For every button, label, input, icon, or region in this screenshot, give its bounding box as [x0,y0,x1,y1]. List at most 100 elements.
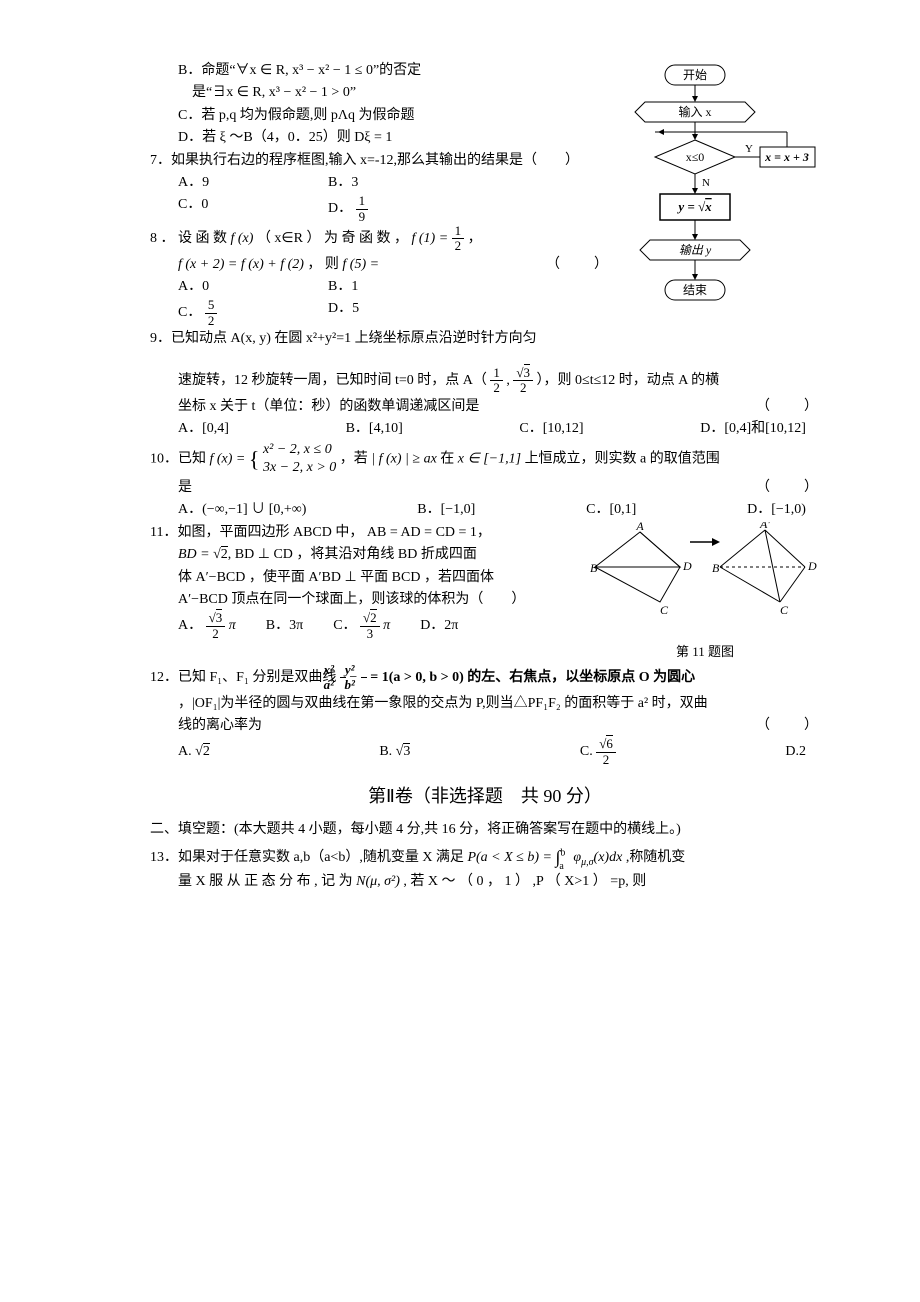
q12-line1-b: = 1(a > 0, b > 0) 的左、右焦点，以坐标原点 O 为圆心 [370,670,695,685]
q9-line2: 速旋转，12 秒旋转一周，已知时间 t=0 时，点 A（ 1 2 , √3 2 … [178,366,820,396]
q10-a: 10．已知 [150,451,206,466]
q7-optC: C．0 [178,194,268,224]
svg-text:B: B [712,561,720,575]
q11-fig-label: 第 11 题图 [590,642,820,663]
q11-line2: BD = √2, BD ⊥ CD ，将其沿对角线 BD 折成四面 [178,544,580,566]
q9-optC: C．[10,12] [519,418,583,440]
svg-text:D: D [682,559,692,573]
q12-line3-row: 线的离心率为 （ ） [178,715,820,737]
q8-optB: B．1 [328,276,418,298]
q10-c: | f (x) | ≥ ax [371,451,437,466]
q7-optD-frac: 1 9 [356,194,369,224]
q10-case2: 3x − 2, x > 0 [263,459,336,477]
q10-optA: A．(−∞,−1] ∪ [0,+∞) [178,499,306,521]
q12-optB-rad: 3 [403,743,410,759]
q12-options: A. √2 B. √3 C. √6 2 D.2 [178,737,806,767]
q8-comma: ， [468,231,482,246]
q8-optC-frac: 5 2 [205,298,218,328]
q10-line1: 10．已知 f (x) = { x² − 2, x ≤ 0 3x − 2, x … [150,441,820,477]
q11-optC-label: C． [333,618,356,633]
q7-optD: D． 1 9 [328,194,418,224]
q11-optA-rad: 3 [216,609,223,625]
q11-optC-frac: √2 3 [360,611,380,641]
q12-optC-den: 2 [596,753,616,767]
q11-optA-label: A． [178,618,202,633]
q10-e: x ∈ [−1,1] [458,451,521,466]
fc-yes: Y [745,143,753,155]
q10-case1: x² − 2, x ≤ 0 [263,441,336,459]
fc-no: N [702,177,710,189]
q11-sqrt2-rad: 2 [221,546,228,562]
section2-title: 第Ⅱ卷（非选择题 共 90 分） [150,782,820,811]
q7-options: A．9 B．3 C．0 D． 1 9 [178,172,610,224]
q13-prob: P(a < X ≤ b) = [467,850,552,865]
q13-line1-b: ,称随机变 [626,850,686,865]
q10-optD: D．[−1,0) [747,499,806,521]
q13-phi: φ [573,850,581,865]
q8-paren: （ ） [546,254,610,276]
q11-text: 11．如图，平面四边形 ABCD 中， AB = AD = CD = 1， BD… [150,522,580,641]
q9-line1: 9．已知动点 A(x, y) 在圆 x²+y²=1 上绕坐标原点沿逆时针方向匀 [150,328,610,350]
q8-f1-den: 2 [452,239,465,253]
q10-cases: x² − 2, x ≤ 0 3x − 2, x > 0 [263,441,336,477]
q6-optB-line2: 是“∃x ∈ R, x³ − x² − 1 > 0” [192,82,610,104]
q12-frac2: y² b² [361,663,367,693]
q12-line3: 线的离心率为 [178,715,262,737]
q9-line3: 坐标 x 关于 t（单位：秒）的函数单调递减区间是 [178,396,479,418]
q9-line2-b: ），则 0≤t≤12 时，动点 A 的横 [537,373,720,388]
q13-line1: 13．如果对于任意实数 a,b（a<b）,随机变量 X 满足 P(a < X ≤… [150,841,820,871]
q9-line3-row: 坐标 x 关于 t（单位：秒）的函数单调递减区间是 （ ） [178,396,820,418]
q12-line1: 12．已知 F₁、F₁ 分别是双曲线 x² a² − y² b² = 1(a >… [150,663,820,693]
q9-frac1: 1 2 [490,366,503,396]
svg-text:B: B [590,561,598,575]
q9-optB: B．[4,10] [346,418,403,440]
q11-svg: A B D C A′ B D C [590,522,820,632]
fc-output: 输出 y [679,243,712,257]
q8-line2: f (x + 2) = f (x) + f (2) ， 则 f (5) = （ … [178,254,610,276]
fc-update: x = x + 3 [764,150,809,164]
q13-line2-b: , 若 X ～ （ 0 ， 1 ） ,P （ X>1 ） =p, 则 [403,874,646,889]
q11-optC-pi: π [383,618,390,633]
q8-eq: f (x + 2) = f (x) + f (2) [178,257,304,272]
q12-optA-label: A. [178,744,192,759]
q10-d: 在 [440,451,454,466]
q8-then: ， 则 [307,257,339,272]
q6-optC: C．若 p,q 均为假命题,则 pΛq 为假命题 [178,105,610,127]
q8-optD: D．5 [328,298,418,328]
q13-int-b: b [560,847,565,858]
q12-optC-num: √6 [596,737,616,752]
q11-optA-pi: π [229,618,236,633]
flowchart-svg: 开始 输入 x x≤0 Y x = x + 3 N y = √x 输出 y 结束 [620,60,820,360]
q10-line2-row: 是 （ ） [178,477,820,499]
q10-paren: （ ） [756,477,820,499]
q11-optA-frac: √3 2 [206,611,226,641]
q8-optC-label: C． [178,305,201,320]
q9-optA: A．[0,4] [178,418,229,440]
q13-sub: μ,σ [581,857,593,868]
svg-text:C: C [660,603,669,617]
q8-part2: （ x∈R ） 为 奇 函 数 ， [257,231,412,246]
q9-num1: 1 [490,366,503,381]
svg-text:A′: A′ [759,522,770,531]
q6-optB-line1: B．命题“∀x ∈ R, x³ − x² − 1 ≤ 0”的否定 [178,60,610,82]
q8-fx: f (x) [231,231,254,246]
fc-input: 输入 x [678,104,711,119]
svg-text:A: A [635,522,644,533]
q12-optC: C. √6 2 [580,737,616,767]
q11-optA-num: √3 [206,611,226,626]
q13-xdx: (x)dx [594,850,623,865]
fc-cond: x≤0 [686,150,705,164]
q9-mid: , [506,373,510,388]
q7-optD-label: D． [328,201,352,216]
q11-optC-rad: 2 [370,609,377,625]
q12-den2: b² [361,678,367,692]
q11-line2-a: BD = [178,547,213,562]
q8-optC-num: 5 [205,298,218,313]
brace-icon: { [249,446,260,471]
q12-optC-frac: √6 2 [596,737,616,767]
q7-stem: 7．如果执行右边的程序框图,输入 x=-12,那么其输出的结果是（ ） [150,150,610,172]
q12-optB-label: B. [379,744,392,759]
q11-optC: C． √2 3 π [333,611,390,641]
q8-optC-den: 2 [205,314,218,328]
q7-optD-num: 1 [356,194,369,209]
